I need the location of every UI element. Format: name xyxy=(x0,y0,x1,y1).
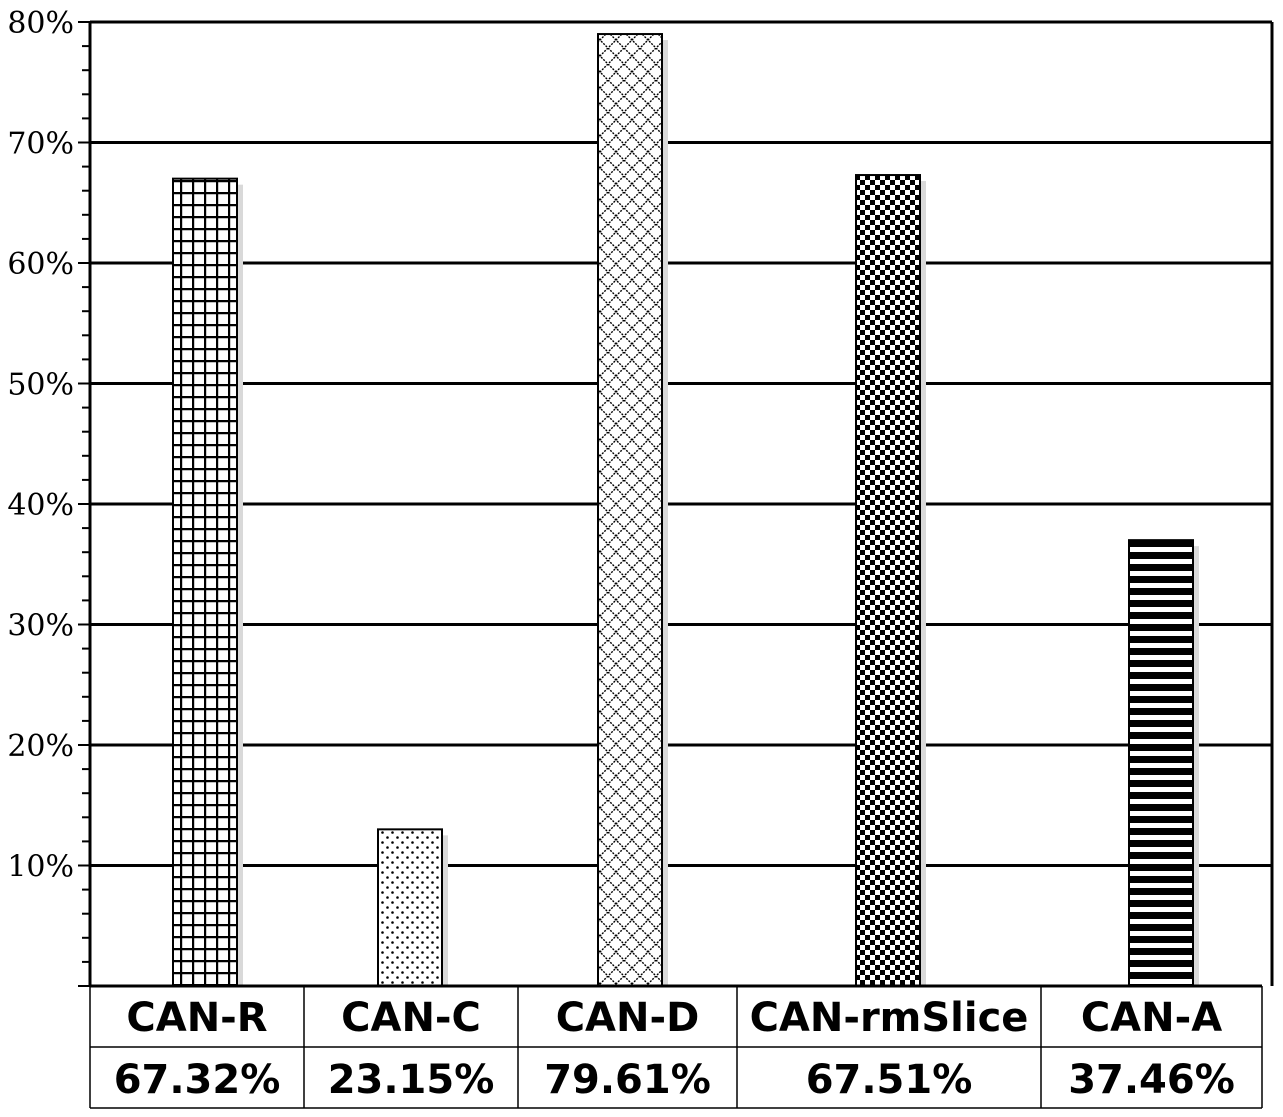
value-label: 67.51% xyxy=(806,1057,973,1103)
category-label: CAN-A xyxy=(1081,995,1222,1041)
y-tick-label: 70% xyxy=(7,127,74,162)
category-label: CAN-D xyxy=(556,995,700,1041)
value-label: 23.15% xyxy=(328,1057,495,1103)
bar-can-rmslice xyxy=(855,174,921,988)
y-tick-label: 30% xyxy=(7,609,74,644)
bar-can-c xyxy=(377,828,443,987)
bar-can-d xyxy=(597,33,663,988)
grid-lines xyxy=(90,20,1272,867)
category-label: CAN-R xyxy=(126,995,267,1041)
y-tick-label: 40% xyxy=(7,488,74,523)
bar-can-r xyxy=(172,177,238,987)
category-label: CAN-rmSlice xyxy=(750,995,1029,1041)
axes: 10% 20% 30% 40% 50% 60% 70% 80% xyxy=(7,6,1274,987)
bar-can-a xyxy=(1128,539,1194,988)
y-tick-label: 80% xyxy=(7,6,74,41)
value-label: 79.61% xyxy=(544,1057,711,1103)
y-tick-label: 20% xyxy=(7,729,74,764)
y-tick-label: 60% xyxy=(7,247,74,282)
y-tick-label: 50% xyxy=(7,368,74,403)
data-table: CAN-R 67.32% CAN-C 23.15% CAN-D 79.61% CAN-rmS… xyxy=(89,984,1263,1109)
bars xyxy=(172,33,1199,988)
value-label: 67.32% xyxy=(114,1057,281,1103)
value-label: 37.46% xyxy=(1068,1057,1235,1103)
category-label: CAN-C xyxy=(341,995,481,1041)
y-tick-label: 10% xyxy=(7,850,74,885)
